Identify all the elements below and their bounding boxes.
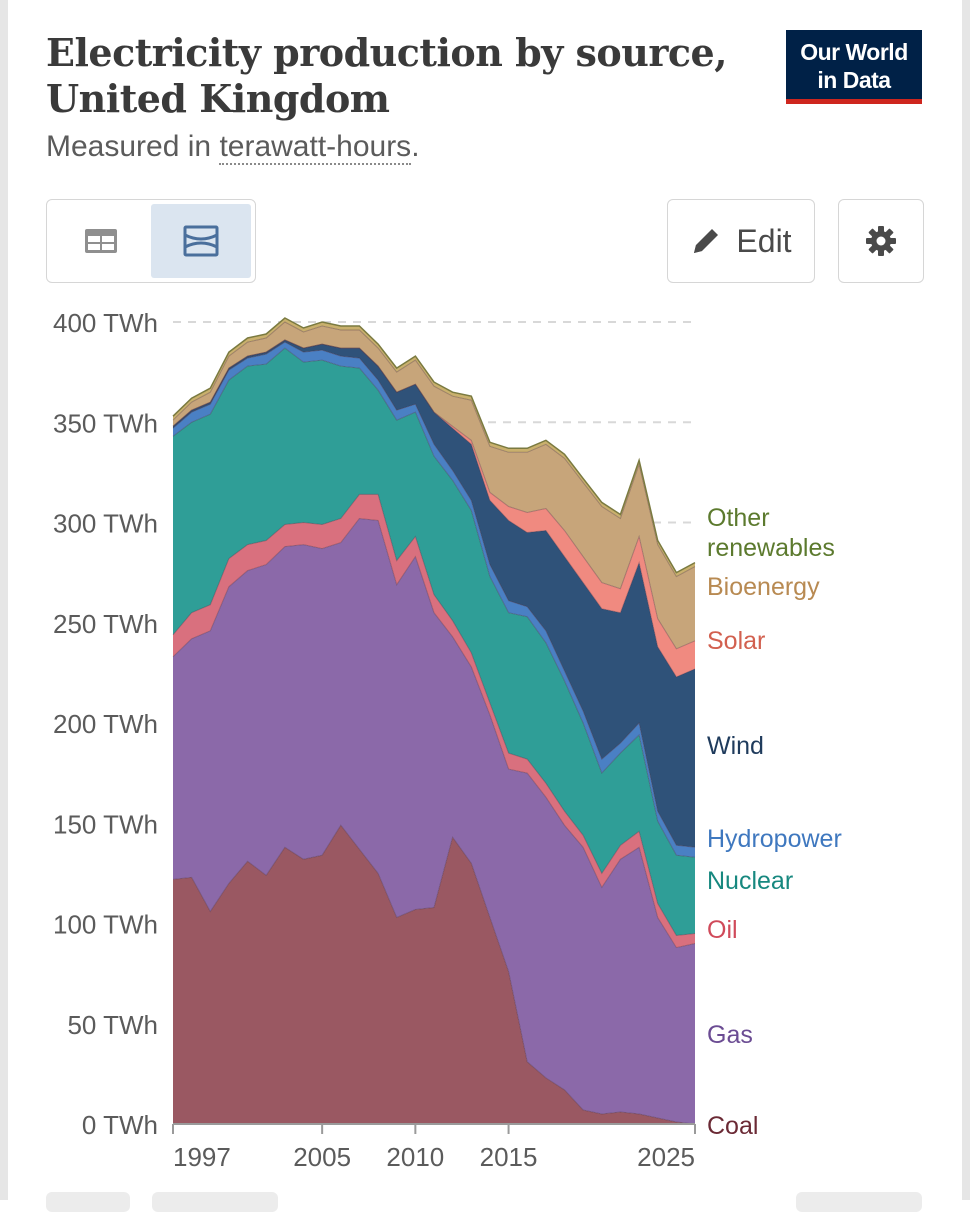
chart-view-button[interactable]: [151, 204, 251, 278]
unit-link[interactable]: terawatt-hours: [219, 130, 412, 165]
footer-tab[interactable]: [796, 1192, 922, 1212]
legend-label-oil[interactable]: Oil: [707, 916, 738, 944]
area-bioenergy[interactable]: [173, 322, 695, 649]
series-line-oil: [172, 493, 696, 937]
area-hydropower[interactable]: [173, 342, 695, 858]
series-line-nuclear: [172, 347, 696, 858]
table-icon: [85, 229, 117, 253]
footer-tab[interactable]: [152, 1192, 278, 1212]
chart-title: Electricity production by source, United…: [46, 30, 727, 121]
stacked-area-chart: 0 TWh 50 TWh 100 TWh 150 TWh 200 TWh 250 TWh 3…: [53, 308, 842, 1172]
legend-label-gas[interactable]: Gas: [707, 1021, 753, 1049]
logo-line-1: Our World: [800, 39, 908, 65]
legend-label-other-renewables[interactable]: Other renewables: [707, 504, 835, 562]
footer-tab[interactable]: [46, 1192, 130, 1212]
area-chart-icon: [183, 225, 219, 257]
legend-label-wind[interactable]: Wind: [707, 732, 764, 760]
area-nuclear[interactable]: [173, 348, 695, 936]
y-tick-label: 150 TWh: [53, 809, 158, 839]
y-tick-label: 100 TWh: [53, 910, 158, 940]
area-coal[interactable]: [173, 825, 695, 1124]
series-line-bioenergy: [172, 321, 696, 578]
chart-subtitle: Measured in terawatt-hours.: [46, 130, 420, 165]
series-line-solar: [172, 339, 696, 650]
settings-button[interactable]: [838, 199, 924, 283]
series-line-coal: [172, 824, 696, 1125]
left-frame-edge: [0, 0, 8, 1200]
series-line-wind: [172, 339, 696, 678]
subtitle-prefix: Measured in: [46, 130, 220, 163]
legend-label-coal[interactable]: Coal: [707, 1112, 758, 1140]
y-tick-label: 350 TWh: [53, 408, 158, 438]
x-tick-label: 2015: [480, 1142, 538, 1172]
legend-label-bioenergy[interactable]: Bioenergy: [707, 573, 820, 601]
series-line-other-renewables: [172, 317, 696, 574]
x-tick-label: 2005: [293, 1142, 351, 1172]
y-tick-label: 300 TWh: [53, 509, 158, 539]
pencil-icon: [694, 229, 719, 253]
owid-logo[interactable]: Our World in Data: [786, 30, 922, 104]
legend-label-nuclear[interactable]: Nuclear: [707, 867, 793, 895]
x-tick-label: 2025: [637, 1142, 695, 1172]
y-tick-label: 0 TWh: [82, 1110, 158, 1140]
gear-icon: [866, 226, 896, 256]
right-frame-edge: [962, 0, 970, 1200]
edit-button[interactable]: Edit: [667, 199, 815, 283]
y-tick-label: 50 TWh: [67, 1010, 158, 1040]
y-tick-label: 200 TWh: [53, 709, 158, 739]
y-tick-label: 250 TWh: [53, 609, 158, 639]
edit-label: Edit: [736, 222, 792, 259]
view-toggle: [46, 199, 256, 283]
series-line-hydropower: [172, 341, 696, 848]
area-wind[interactable]: [173, 340, 695, 848]
logo-line-2: in Data: [817, 67, 891, 93]
y-tick-label: 400 TWh: [53, 308, 158, 338]
legend-label-solar[interactable]: Solar: [707, 627, 765, 655]
x-tick-label: 2010: [386, 1142, 444, 1172]
x-tick-label: 1997: [173, 1142, 231, 1172]
legend-label-hydropower[interactable]: Hydropower: [707, 825, 842, 853]
series-line-gas: [172, 517, 696, 949]
area-gas[interactable]: [173, 518, 695, 1125]
table-view-button[interactable]: [51, 204, 151, 278]
subtitle-suffix: .: [411, 130, 420, 163]
